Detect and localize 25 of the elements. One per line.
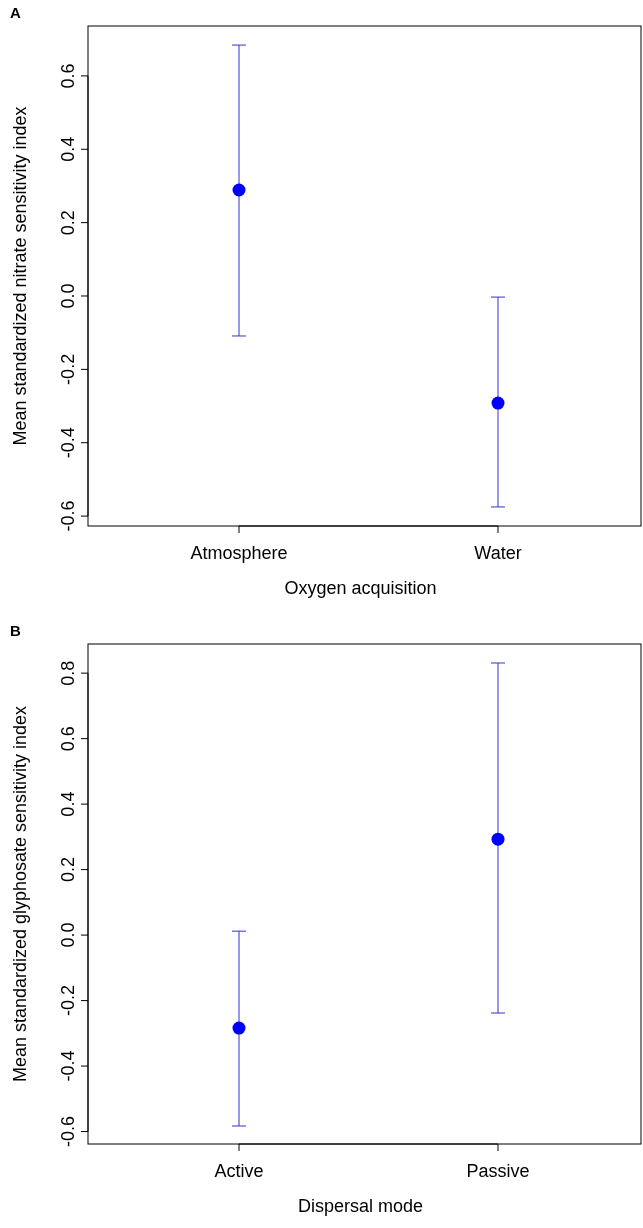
y-axis-title: Mean standardized glyphosate sensitivity index — [10, 705, 30, 1083]
y-tick-label: -0.2 — [58, 985, 78, 1017]
y-tick-label: 0.0 — [58, 283, 78, 309]
y-tick-label: 0.6 — [58, 63, 78, 89]
y-tick-label: 0.2 — [58, 857, 78, 883]
chart-title: B — [10, 622, 21, 639]
y-tick-label: -0.2 — [58, 353, 78, 385]
y-tick-label: 0.4 — [58, 791, 78, 817]
y-tick-label: -0.4 — [58, 427, 78, 459]
y-tick-label: -0.6 — [58, 1116, 78, 1148]
chart-title: A — [10, 4, 21, 21]
y-axis-title: Mean standardized nitrate sensitivity index — [10, 106, 30, 446]
x-axis-title: Oxygen acquisition — [284, 578, 437, 598]
y-tick-label: -0.6 — [58, 500, 78, 532]
x-tick-label: Active — [214, 1161, 264, 1181]
x-axis-title: Dispersal mode — [297, 1196, 424, 1216]
y-tick-label: 0.0 — [58, 922, 78, 948]
y-tick-label: 0.2 — [58, 210, 78, 236]
y-tick-label: 0.4 — [58, 136, 78, 162]
y-tick-label: 0.8 — [58, 660, 78, 686]
y-tick-label: 0.6 — [58, 726, 78, 752]
x-tick-label: Passive — [466, 1161, 530, 1181]
y-tick-label: -0.4 — [58, 1050, 78, 1082]
x-tick-label: Water — [474, 543, 522, 563]
x-tick-label: Atmosphere — [190, 543, 288, 563]
